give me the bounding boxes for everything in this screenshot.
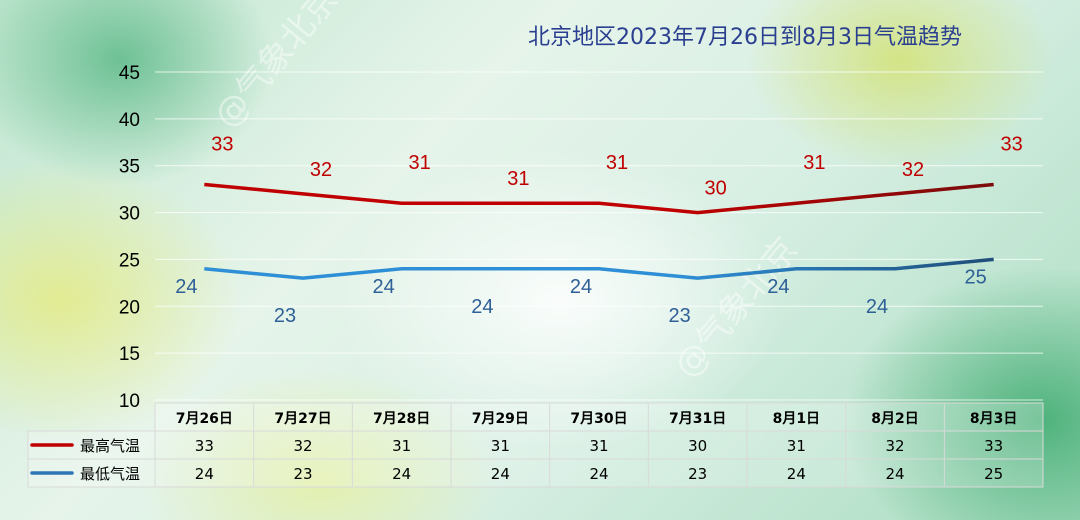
max-temp-data-label: 30 xyxy=(705,178,727,200)
y-tick-label: 25 xyxy=(119,250,140,271)
x-category-label: 7月28日 xyxy=(373,411,430,427)
min-temp-line xyxy=(204,257,994,280)
table-cell: 31 xyxy=(491,437,510,455)
watermark-text: @气象北京 xyxy=(206,0,346,136)
min-temp-data-label: 24 xyxy=(866,296,888,318)
chart-title: 北京地区2023年7月26日到8月3日气温趋势 xyxy=(528,25,962,50)
table-cell: 33 xyxy=(984,437,1003,455)
y-axis: 10 15 20 25 30 35 40 45 xyxy=(119,63,140,412)
table-cell: 25 xyxy=(984,465,1003,483)
min-temp-data-label: 24 xyxy=(175,276,197,298)
max-temp-data-label: 32 xyxy=(310,159,332,181)
min-temp-data-label: 25 xyxy=(965,266,987,288)
max-temp-data-label: 31 xyxy=(507,168,529,190)
min-temp-data-label: 24 xyxy=(471,296,493,318)
y-tick-label: 35 xyxy=(119,157,140,178)
legend-label-max: 最高气温 xyxy=(80,437,140,455)
min-temp-data-label: 24 xyxy=(373,276,395,298)
x-category-label: 7月29日 xyxy=(472,411,529,427)
min-temp-data-label: 24 xyxy=(767,276,789,298)
max-temp-data-label: 33 xyxy=(1001,133,1023,155)
data-table: 7月26日 7月27日 7月28日 7月29日 7月30日 7月31日 8月1日 8月2日 8月… xyxy=(27,402,1044,488)
table-cell: 24 xyxy=(885,465,904,483)
table-cell: 24 xyxy=(195,465,214,483)
table-cell: 24 xyxy=(392,465,411,483)
table-cell: 31 xyxy=(787,437,806,455)
table-cell: 24 xyxy=(787,465,806,483)
legend-label-min: 最低气温 xyxy=(80,465,140,483)
table-cell: 32 xyxy=(885,437,904,455)
x-category-label: 8月1日 xyxy=(773,411,820,427)
x-category-label: 7月26日 xyxy=(176,411,233,427)
max-temp-data-label: 32 xyxy=(902,159,924,181)
y-tick-label: 10 xyxy=(119,391,140,412)
min-temp-data-label: 24 xyxy=(570,276,592,298)
table-cell: 32 xyxy=(293,437,312,455)
y-tick-label: 15 xyxy=(119,344,140,365)
max-temp-data-label: 31 xyxy=(409,152,431,174)
max-temp-line xyxy=(204,182,994,215)
table-cell: 23 xyxy=(293,465,312,483)
max-temp-data-label: 31 xyxy=(606,152,628,174)
y-tick-label: 45 xyxy=(119,63,140,84)
table-cell: 23 xyxy=(688,465,707,483)
table-cell: 30 xyxy=(688,437,707,455)
min-temp-data-label: 23 xyxy=(669,305,691,327)
x-category-label: 7月31日 xyxy=(669,411,726,427)
data-labels: 33 32 31 31 31 30 31 32 33 24 23 24 24 24 23 24 24 25 xyxy=(175,133,1023,327)
x-category-label: 7月30日 xyxy=(570,411,627,427)
x-category-label: 8月3日 xyxy=(970,411,1017,427)
max-temp-data-label: 31 xyxy=(803,152,825,174)
table-cell: 31 xyxy=(589,437,608,455)
x-category-label: 8月2日 xyxy=(871,411,918,427)
x-category-label: 7月27日 xyxy=(274,411,331,427)
y-tick-label: 30 xyxy=(119,204,140,225)
table-row xyxy=(27,458,1044,488)
series-lines xyxy=(204,182,994,280)
table-cell: 24 xyxy=(589,465,608,483)
max-temp-data-label: 33 xyxy=(211,133,233,155)
y-tick-label: 40 xyxy=(119,110,140,131)
min-temp-data-label: 23 xyxy=(274,305,296,327)
table-cell: 33 xyxy=(195,437,214,455)
table-cell: 31 xyxy=(392,437,411,455)
grid-lines xyxy=(155,71,1043,401)
table-cell: 24 xyxy=(491,465,510,483)
y-tick-label: 20 xyxy=(119,297,140,318)
